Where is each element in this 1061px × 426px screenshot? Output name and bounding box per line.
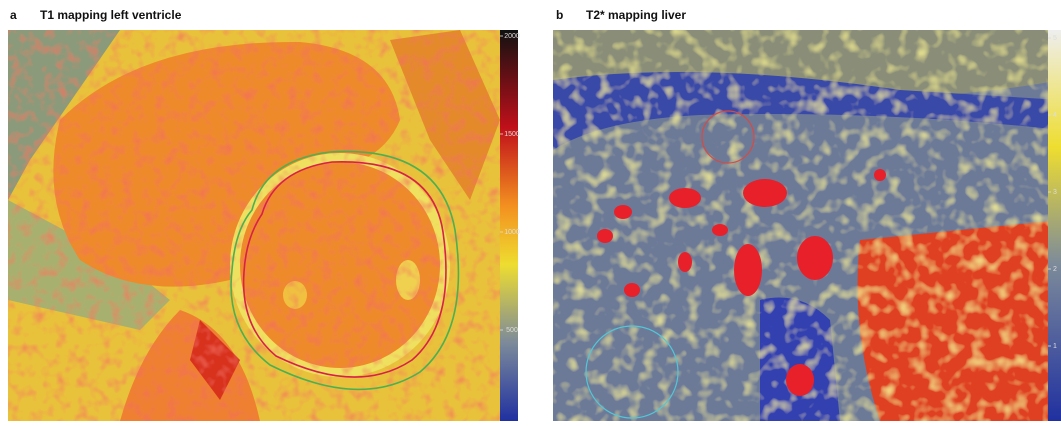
panel-letter: a <box>10 8 17 22</box>
colorbar-tick-label: 2000 <box>504 33 520 40</box>
colorbar-tick-label: 4 <box>1053 112 1057 119</box>
t2-star-map-image <box>553 30 1061 421</box>
colorbar-tick-label: 5 <box>1053 35 1057 42</box>
figure: a T1 mapping left ventricle b T2* mappin… <box>0 0 1061 421</box>
colorbar-tick-label: 1000 <box>504 229 520 236</box>
colorbar-tick-label: 500 <box>506 327 518 334</box>
t1-map-image <box>8 30 518 421</box>
panel-title: T1 mapping left ventricle <box>40 8 182 22</box>
colorbar-tick-label: 2 <box>1053 266 1057 273</box>
colorbar-tick-label: 1 <box>1053 343 1057 350</box>
colorbar-tick-label: 3 <box>1053 189 1057 196</box>
colorbar-tick-label: 1500 <box>504 131 520 138</box>
panel-title: T2* mapping liver <box>586 8 686 22</box>
panel-letter: b <box>556 8 563 22</box>
